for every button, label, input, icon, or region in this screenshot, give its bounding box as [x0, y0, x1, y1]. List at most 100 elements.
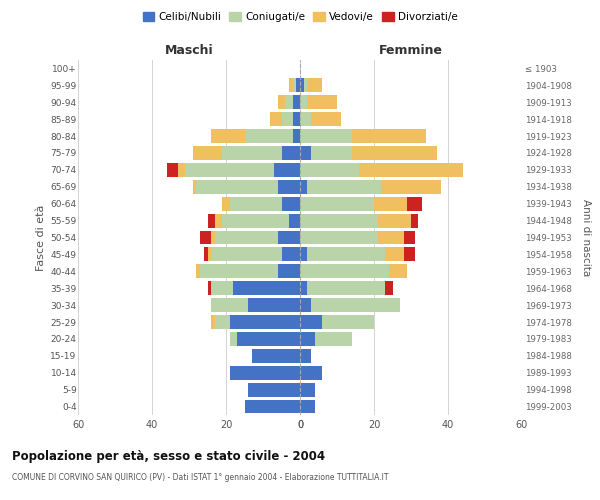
Bar [300, 180, 307, 194]
Bar [281, 248, 300, 262]
Bar [352, 129, 426, 143]
Text: COMUNE DI CORVINO SAN QUIRICO (PV) - Dati ISTAT 1° gennaio 2004 - Elaborazione T: COMUNE DI CORVINO SAN QUIRICO (PV) - Dat… [12, 472, 389, 482]
Bar [352, 146, 437, 160]
Bar [208, 282, 211, 295]
Bar [300, 264, 389, 278]
Legend: Celibi/Nubili, Coniugati/e, Vedovi/e, Divorziati/e: Celibi/Nubili, Coniugati/e, Vedovi/e, Di… [139, 8, 461, 26]
Bar [300, 163, 359, 177]
Bar [230, 366, 300, 380]
Bar [300, 197, 374, 210]
Bar [230, 332, 237, 346]
Bar [307, 96, 337, 109]
Bar [281, 146, 300, 160]
Bar [237, 332, 300, 346]
Bar [230, 197, 281, 210]
Bar [382, 180, 440, 194]
Title: Maschi: Maschi [164, 44, 214, 58]
Bar [200, 264, 278, 278]
Title: Femmine: Femmine [379, 44, 443, 58]
Bar [311, 112, 341, 126]
Bar [223, 146, 281, 160]
Bar [211, 315, 215, 329]
Bar [196, 264, 200, 278]
Bar [222, 214, 289, 228]
Bar [300, 248, 307, 262]
Bar [215, 230, 278, 244]
Bar [300, 78, 304, 92]
Bar [274, 163, 300, 177]
Bar [222, 197, 230, 210]
Bar [278, 230, 300, 244]
Bar [374, 197, 407, 210]
Bar [300, 129, 352, 143]
Bar [385, 282, 392, 295]
Bar [300, 349, 311, 363]
Bar [245, 400, 300, 413]
Bar [404, 248, 415, 262]
Bar [300, 230, 378, 244]
Bar [300, 315, 322, 329]
Bar [285, 96, 293, 109]
Bar [300, 96, 307, 109]
Bar [215, 214, 223, 228]
Bar [300, 298, 311, 312]
Bar [185, 163, 274, 177]
Bar [178, 163, 185, 177]
Bar [293, 129, 300, 143]
Bar [211, 298, 248, 312]
Bar [300, 214, 378, 228]
Bar [300, 282, 307, 295]
Bar [281, 112, 293, 126]
Bar [245, 129, 293, 143]
Bar [311, 146, 352, 160]
Y-axis label: Fasce di età: Fasce di età [36, 204, 46, 270]
Bar [289, 214, 300, 228]
Bar [378, 230, 404, 244]
Bar [278, 96, 285, 109]
Bar [307, 248, 385, 262]
Bar [300, 112, 311, 126]
Bar [293, 96, 300, 109]
Bar [248, 298, 300, 312]
Bar [193, 180, 196, 194]
Bar [167, 163, 178, 177]
Bar [311, 298, 400, 312]
Bar [300, 366, 322, 380]
Bar [304, 78, 307, 92]
Bar [315, 332, 352, 346]
Bar [359, 163, 463, 177]
Bar [208, 214, 215, 228]
Bar [281, 197, 300, 210]
Bar [300, 146, 311, 160]
Bar [293, 112, 300, 126]
Bar [248, 382, 300, 396]
Bar [211, 129, 245, 143]
Bar [196, 180, 278, 194]
Bar [307, 282, 385, 295]
Bar [193, 146, 223, 160]
Bar [307, 180, 382, 194]
Bar [300, 400, 315, 413]
Bar [208, 248, 211, 262]
Bar [411, 214, 418, 228]
Bar [293, 78, 296, 92]
Bar [407, 197, 422, 210]
Bar [300, 332, 315, 346]
Bar [307, 78, 322, 92]
Bar [278, 264, 300, 278]
Bar [252, 349, 300, 363]
Bar [322, 315, 374, 329]
Bar [278, 180, 300, 194]
Bar [233, 282, 300, 295]
Text: Popolazione per età, sesso e stato civile - 2004: Popolazione per età, sesso e stato civil… [12, 450, 325, 463]
Bar [404, 230, 415, 244]
Bar [300, 382, 315, 396]
Bar [200, 230, 211, 244]
Bar [230, 315, 300, 329]
Y-axis label: Anni di nascita: Anni di nascita [581, 199, 591, 276]
Bar [389, 264, 407, 278]
Bar [289, 78, 293, 92]
Bar [296, 78, 300, 92]
Bar [385, 248, 404, 262]
Bar [211, 248, 281, 262]
